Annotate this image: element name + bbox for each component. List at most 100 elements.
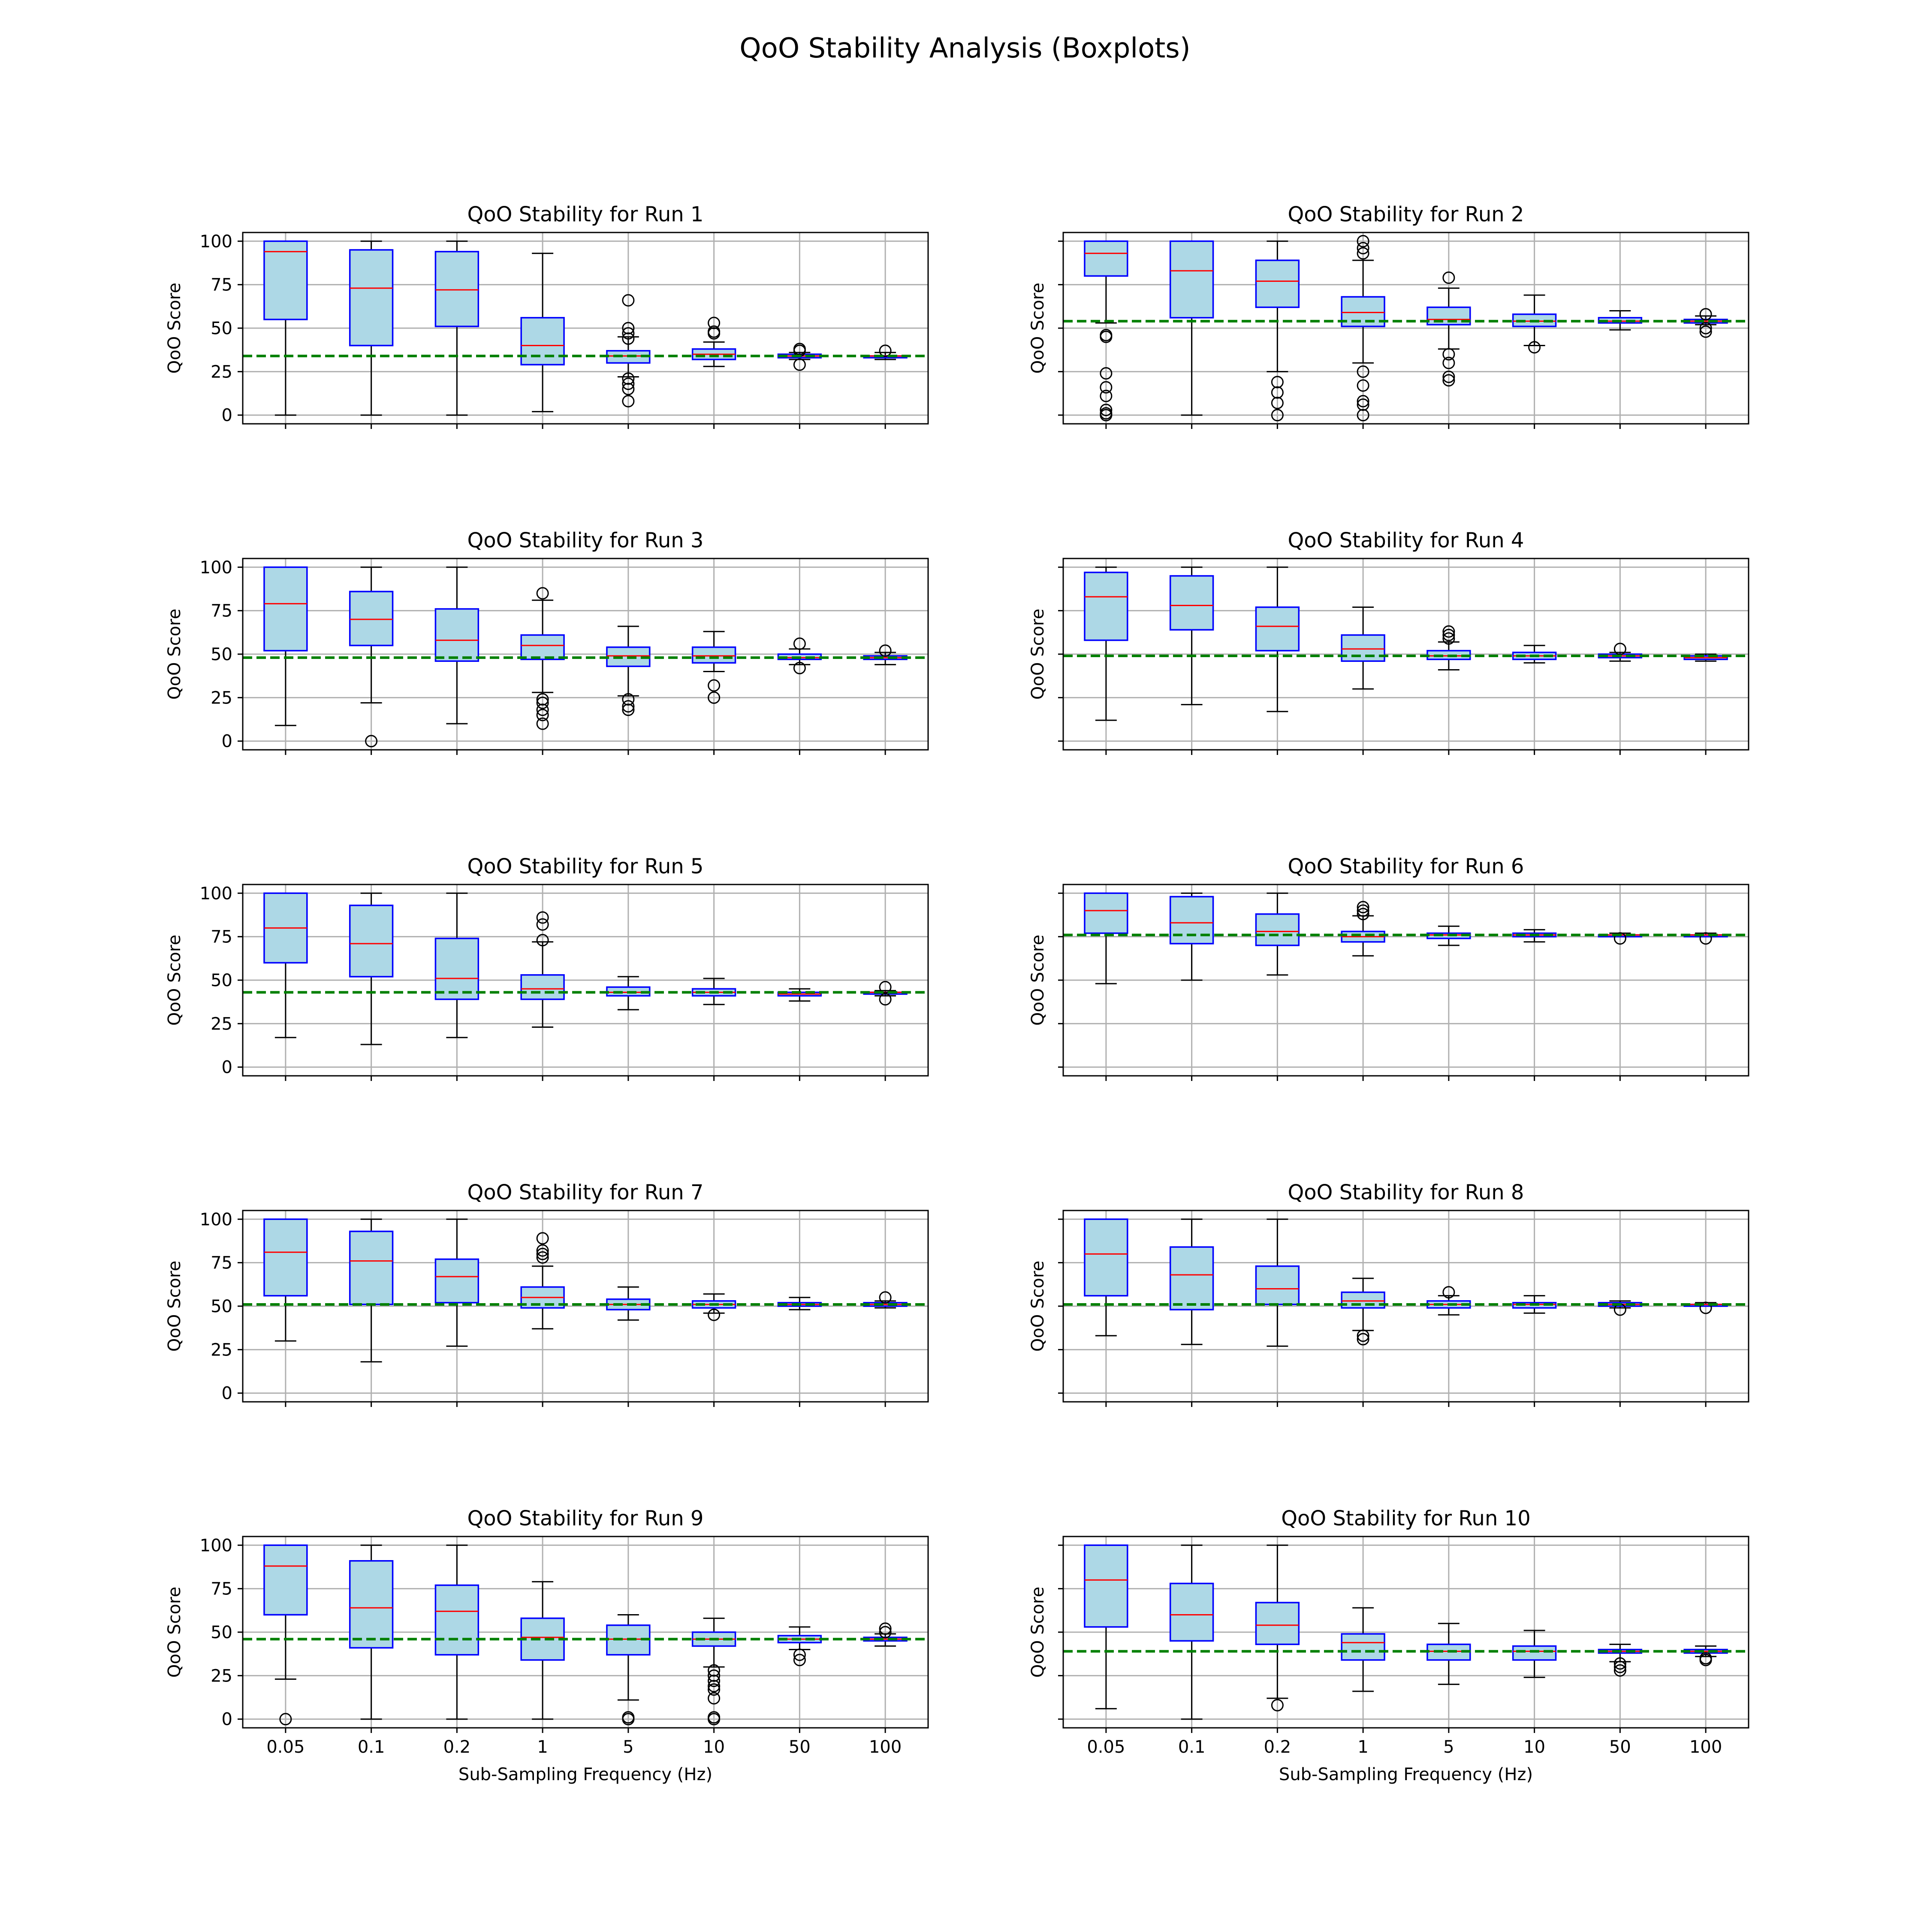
x-tick-label: 0.05 (266, 1737, 305, 1757)
outlier-point (1357, 1333, 1369, 1346)
outlier-point (1100, 381, 1113, 394)
outlier-point (622, 327, 635, 340)
box (1169, 1246, 1214, 1310)
outlier-point (1442, 356, 1455, 369)
x-axis-label: Sub-Sampling Frequency (Hz) (1279, 1765, 1533, 1784)
box (263, 240, 308, 320)
outlier-point (708, 1669, 721, 1682)
outlier-point (708, 1680, 721, 1693)
y-tick-label: 75 (211, 275, 232, 295)
outlier-point (1442, 348, 1455, 361)
outlier-point (536, 587, 549, 600)
outlier-point (1271, 376, 1284, 389)
x-tick-label: 10 (1523, 1737, 1545, 1757)
box (520, 634, 565, 660)
box (1255, 606, 1300, 652)
y-tick-label: 50 (211, 645, 232, 664)
box (1084, 892, 1128, 934)
outlier-point (279, 1713, 292, 1726)
box (1255, 913, 1300, 946)
outlier-point (1699, 322, 1712, 335)
y-tick-label: 100 (200, 232, 232, 251)
y-axis-label: QoO Score (165, 609, 184, 700)
outlier-point (536, 709, 549, 721)
x-tick-label: 5 (1443, 1737, 1454, 1757)
outlier-point (879, 644, 892, 657)
outlier-point (708, 679, 721, 692)
outlier-point (622, 1713, 635, 1726)
outlier-point (879, 1626, 892, 1639)
y-tick-label: 25 (211, 362, 232, 382)
y-tick-label: 0 (222, 1384, 232, 1404)
outlier-point (708, 1683, 721, 1696)
outlier-point (1357, 242, 1369, 254)
outlier-point (708, 317, 721, 329)
subplot-title: QoO Stability for Run 4 (1288, 528, 1524, 552)
x-tick-label: 0.2 (443, 1737, 471, 1757)
outlier-point (1271, 1699, 1284, 1712)
subplot-run-9: 0 25 50 75 100 0.05 0.1 0.2 1 5 10 50 100 QoO Stabili… (165, 1506, 929, 1784)
box (349, 249, 394, 347)
outlier-point (622, 383, 635, 395)
outlier-point (536, 934, 549, 947)
box (1255, 260, 1300, 308)
box (1084, 240, 1128, 277)
box (434, 1258, 479, 1304)
outlier-point (1442, 374, 1455, 387)
y-tick-label: 0 (222, 732, 232, 752)
outlier-point (1357, 247, 1369, 260)
outlier-point (1613, 1664, 1626, 1677)
outlier-point (708, 327, 721, 340)
outlier-point (1613, 1657, 1626, 1670)
x-tick-label: 50 (789, 1737, 811, 1757)
box (1169, 575, 1214, 631)
outlier-point (879, 981, 892, 993)
subplot-run-10: 0.05 0.1 0.2 1 5 10 50 100 QoO Stability for Run… (1028, 1506, 1749, 1784)
outlier-point (1357, 398, 1369, 411)
x-tick-label: 50 (1609, 1737, 1631, 1757)
outlier-point (1100, 367, 1113, 380)
box (1169, 240, 1214, 319)
outlier-point (1613, 643, 1626, 655)
box (349, 591, 394, 646)
subplot-run-4: QoO Stability for Run 4 QoO Score (1028, 528, 1749, 755)
outlier-point (536, 1244, 549, 1257)
box (1255, 1602, 1300, 1645)
y-axis-label: QoO Score (165, 283, 184, 374)
x-tick-label: 5 (623, 1737, 633, 1757)
outlier-point (793, 637, 806, 650)
outlier-point (1271, 409, 1284, 422)
outlier-point (536, 911, 549, 924)
box (1512, 1645, 1557, 1661)
outlier-point (1357, 904, 1369, 917)
y-tick-label: 100 (200, 884, 232, 903)
box (263, 1544, 308, 1616)
subplot-run-8: QoO Stability for Run 8 QoO Score (1028, 1180, 1749, 1407)
subplot-title: QoO Stability for Run 1 (467, 202, 704, 226)
outlier-point (1699, 325, 1712, 338)
outlier-point (536, 1251, 549, 1264)
outlier-point (536, 703, 549, 716)
outlier-point (793, 358, 806, 371)
outlier-point (1357, 901, 1369, 914)
y-tick-label: 50 (211, 1297, 232, 1316)
outlier-point (708, 1308, 721, 1321)
outlier-point (1100, 409, 1113, 422)
outlier-point (708, 1692, 721, 1705)
y-axis-label: QoO Score (165, 1261, 184, 1352)
x-tick-label: 0.1 (358, 1737, 385, 1757)
outlier-point (1613, 1660, 1626, 1673)
outlier-point (1613, 932, 1626, 945)
box (520, 1617, 565, 1661)
subplot-title: QoO Stability for Run 2 (1288, 202, 1524, 226)
outlier-point (708, 1713, 721, 1726)
outlier-point (1357, 379, 1369, 392)
outlier-point (536, 918, 549, 931)
outlier-point (622, 332, 635, 345)
x-tick-label: 10 (703, 1737, 725, 1757)
outlier-point (1699, 1301, 1712, 1314)
y-tick-label: 25 (211, 1666, 232, 1686)
box (1341, 634, 1385, 662)
box (263, 566, 308, 652)
